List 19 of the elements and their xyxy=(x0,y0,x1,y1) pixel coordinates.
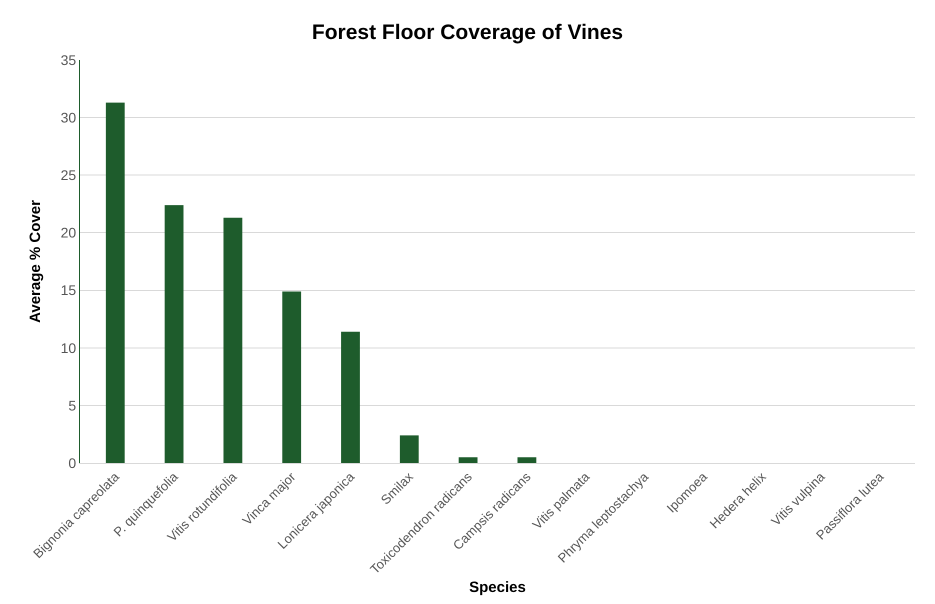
chart-title: Forest Floor Coverage of Vines xyxy=(312,20,624,44)
y-tick-label: 5 xyxy=(68,397,76,414)
bar xyxy=(458,457,478,463)
y-tick-label: 30 xyxy=(60,109,76,126)
bar xyxy=(223,218,242,463)
y-tick-label: 25 xyxy=(60,167,76,184)
bar xyxy=(282,291,302,463)
bar xyxy=(400,435,419,463)
y-tick-label: 35 xyxy=(60,52,76,68)
y-axis-title: Average % Cover xyxy=(27,200,44,323)
y-tick-label: 10 xyxy=(60,340,76,356)
y-tick-label: 15 xyxy=(60,282,76,298)
bar xyxy=(164,205,184,463)
bar xyxy=(106,102,125,463)
y-tick-label: 20 xyxy=(60,224,76,241)
y-tick-label: 0 xyxy=(68,454,76,471)
bar xyxy=(517,457,536,463)
bar xyxy=(341,332,360,463)
x-axis-title: Species xyxy=(469,578,526,596)
